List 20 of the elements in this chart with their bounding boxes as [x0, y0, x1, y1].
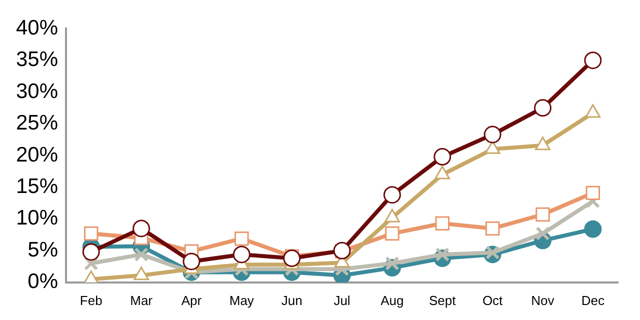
x-tick-label: Oct [482, 292, 504, 308]
x-tick-label: Dec [581, 292, 605, 308]
x-tick-label: Aug [380, 292, 404, 308]
y-tick-label: 40% [16, 16, 58, 40]
x-tick-label: Jul [334, 292, 350, 308]
x-tick-label: Jun [281, 292, 302, 308]
y-tick-label: 20% [16, 143, 58, 166]
y-tick-label: 35% [16, 48, 58, 72]
y-tick-label: 25% [16, 112, 58, 135]
x-tick-label: Sept [429, 292, 456, 308]
x-tick-label: Apr [181, 292, 202, 308]
y-tick-label: 10% [16, 206, 58, 230]
y-tick-label: 5% [28, 238, 58, 262]
x-tick-label: Nov [531, 292, 555, 308]
y-tick-label: 15% [16, 175, 58, 198]
x-tick-label: May [229, 292, 254, 308]
x-tick-label: Feb [80, 292, 102, 308]
y-tick-label: 0% [28, 270, 58, 294]
y-tick-label: 30% [16, 80, 58, 103]
x-tick-label: Mar [130, 292, 154, 308]
